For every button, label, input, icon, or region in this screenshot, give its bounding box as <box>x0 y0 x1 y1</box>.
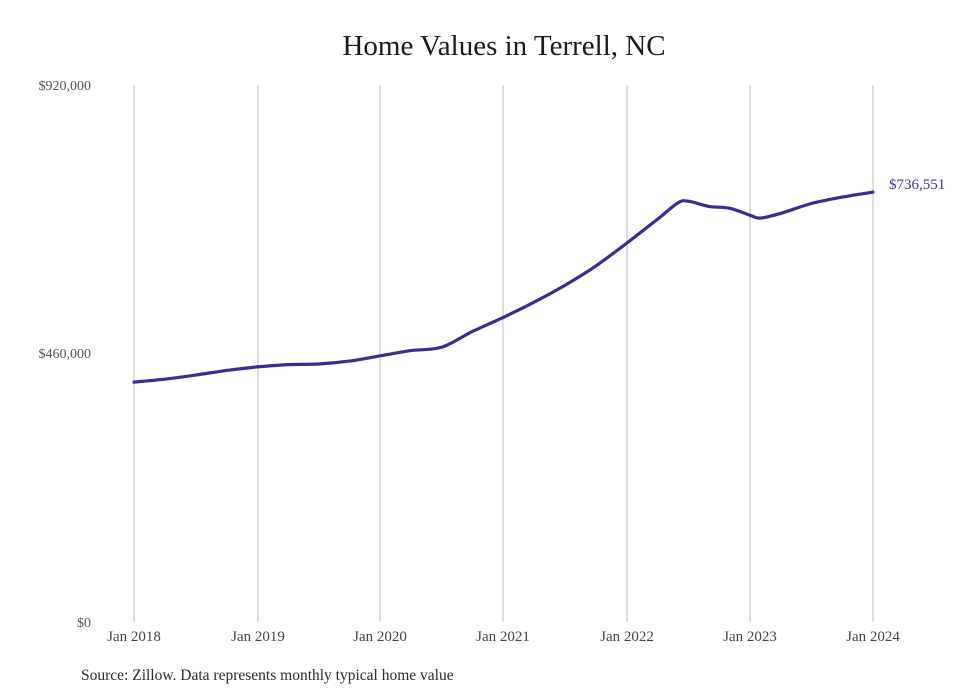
x-tick-2023: Jan 2023 <box>723 629 777 645</box>
x-tick-2022: Jan 2022 <box>600 629 654 645</box>
x-tick-2020: Jan 2020 <box>353 629 407 645</box>
y-tick-mid: $460,000 <box>39 347 92 362</box>
y-axis-labels: $920,000 $460,000 $0 <box>39 79 92 631</box>
x-tick-2018: Jan 2018 <box>107 629 161 645</box>
source-note: Source: Zillow. Data represents monthly … <box>81 667 454 684</box>
x-tick-2024: Jan 2024 <box>846 629 900 645</box>
x-axis-labels: Jan 2018 Jan 2019 Jan 2020 Jan 2021 Jan … <box>107 629 900 645</box>
end-value-label: $736,551 <box>889 177 945 193</box>
x-tick-2021: Jan 2021 <box>476 629 530 645</box>
home-value-line <box>132 190 875 384</box>
y-tick-bottom: $0 <box>77 616 91 631</box>
x-tick-2019: Jan 2019 <box>231 629 285 645</box>
vertical-gridlines <box>133 85 874 622</box>
chart-title: Home Values in Terrell, NC <box>342 30 666 62</box>
y-tick-top: $920,000 <box>39 79 92 94</box>
